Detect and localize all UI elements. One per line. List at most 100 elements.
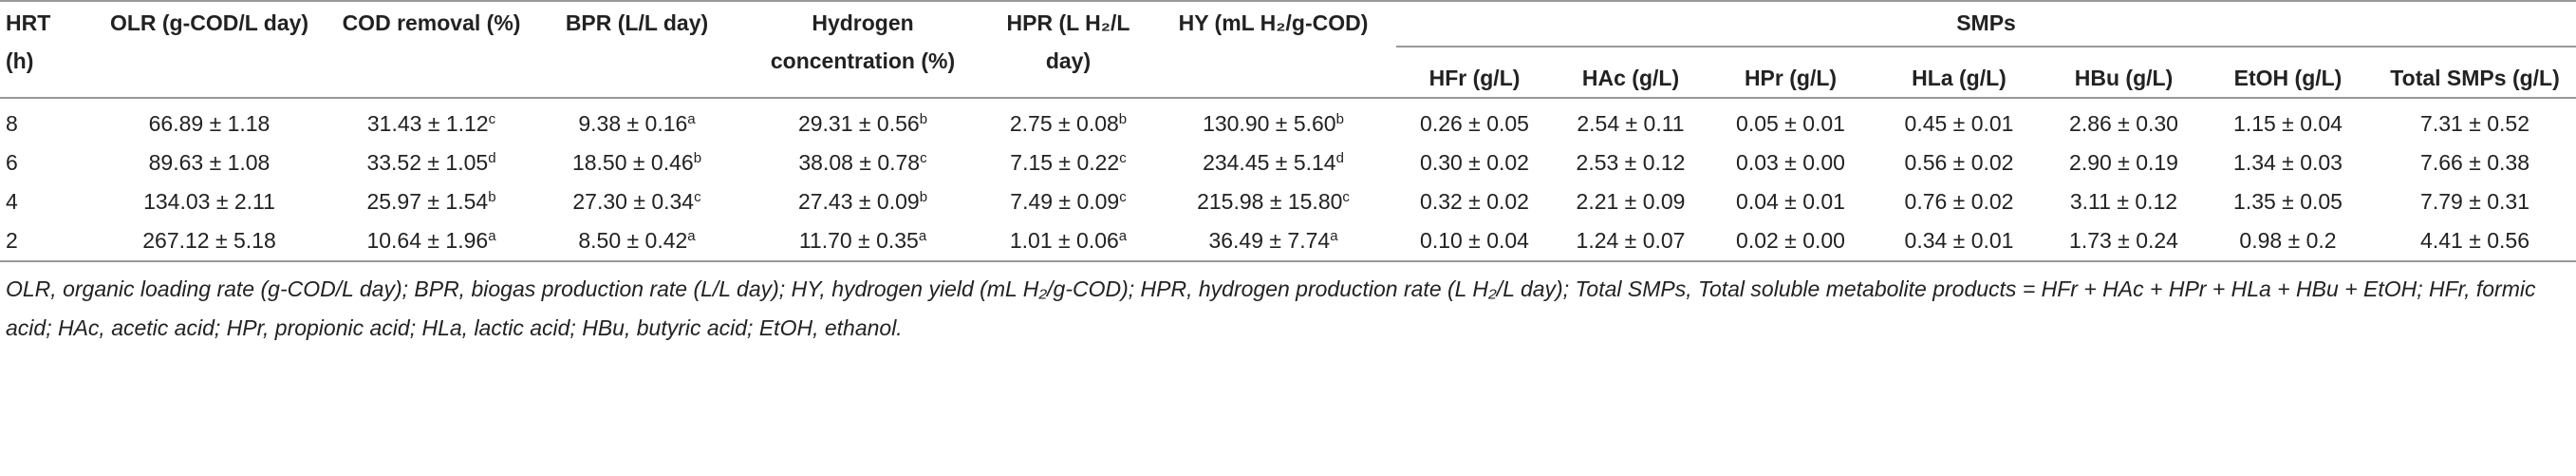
cell-text: 0.02 ± 0.00	[1736, 228, 1845, 253]
column-header: EtOH (g/L)	[2202, 47, 2374, 99]
table-cell: 1.35 ± 0.05	[2202, 182, 2374, 221]
table-cell: 8.50 ± 0.42a	[534, 221, 739, 262]
data-table: HRT (h) OLR (g-COD/L day) COD removal (%) B…	[0, 0, 2576, 262]
table-cell: 0.02 ± 0.00	[1708, 221, 1873, 262]
cell-text: 130.90 ± 5.60	[1203, 111, 1336, 136]
cell-text: 8.50 ± 0.42	[578, 228, 688, 253]
cell-text: 8	[6, 111, 18, 136]
cell-text: 0.32 ± 0.02	[1420, 189, 1529, 214]
header-text: COD removal (%)	[342, 10, 521, 35]
cell-text: 0.76 ± 0.02	[1904, 189, 2014, 214]
table-body: 8 66.89 ± 1.18 31.43 ± 1.12c 9.38 ± 0.16a 29…	[0, 98, 2576, 262]
cell-text: 29.31 ± 0.56	[797, 111, 920, 136]
table-cell: 1.01 ± 0.06a	[986, 221, 1150, 262]
cell-text: 89.63 ± 1.08	[148, 150, 271, 175]
cell-text: 2.75 ± 0.08	[1009, 111, 1119, 136]
cell-text: 0.98 ± 0.2	[2239, 228, 2337, 253]
table-cell: 0.05 ± 0.01	[1708, 98, 1873, 143]
table-cell: 11.70 ± 0.35a	[739, 221, 986, 262]
cell-text: 18.50 ± 0.46	[571, 150, 694, 175]
superscript: b	[488, 189, 496, 205]
table-cell: 1.73 ± 0.24	[2045, 221, 2202, 262]
table-cell: 0.26 ± 0.05	[1396, 98, 1553, 143]
cell-text: 2.21 ± 0.09	[1576, 189, 1686, 214]
header-text: HPR (L H₂/L day)	[1006, 10, 1130, 73]
cell-text: 134.03 ± 2.11	[143, 189, 275, 214]
table-cell: 134.03 ± 2.11	[90, 182, 328, 221]
header-text: HBu (g/L)	[2074, 66, 2174, 90]
cell-text: 3.11 ± 0.12	[2069, 189, 2178, 214]
header-row: HRT (h) OLR (g-COD/L day) COD removal (%) B…	[0, 0, 2576, 99]
table-cell: 215.98 ± 15.80c	[1150, 182, 1396, 221]
superscript: a	[918, 228, 927, 244]
header-text: Total SMPs (g/L)	[2390, 66, 2560, 90]
column-header: BPR (L/L day)	[534, 0, 739, 99]
superscript: b	[919, 189, 928, 205]
superscript: c	[694, 189, 701, 205]
table-cell: 36.49 ± 7.74a	[1150, 221, 1396, 262]
column-header: COD removal (%)	[328, 0, 534, 99]
column-header: OLR (g-COD/L day)	[90, 0, 328, 99]
cell-text: 0.26 ± 0.05	[1420, 111, 1529, 136]
superscript: a	[687, 228, 696, 244]
table-cell: 7.49 ± 0.09c	[986, 182, 1150, 221]
header-text: HY (mL H₂/g-COD)	[1178, 10, 1369, 35]
superscript: b	[1335, 111, 1344, 127]
table-cell: 1.15 ± 0.04	[2202, 98, 2374, 143]
superscript: b	[919, 111, 928, 127]
table-cell: 27.43 ± 0.09b	[739, 182, 986, 221]
column-header: HRT (h)	[0, 0, 90, 99]
table-cell: 10.64 ± 1.96a	[328, 221, 534, 262]
table-cell: 2.21 ± 0.09	[1553, 182, 1708, 221]
table-cell: 0.45 ± 0.01	[1873, 98, 2045, 143]
cell-text: 66.89 ± 1.18	[148, 111, 271, 136]
table-cell: 234.45 ± 5.14d	[1150, 143, 1396, 182]
cell-text: 10.64 ± 1.96	[366, 228, 489, 253]
cell-text: 267.12 ± 5.18	[142, 228, 276, 253]
table-cell: 1.34 ± 0.03	[2202, 143, 2374, 182]
superscript: a	[1330, 228, 1338, 244]
superscript: c	[488, 111, 496, 127]
table-cell: 33.52 ± 1.05d	[328, 143, 534, 182]
superscript: c	[1342, 189, 1350, 205]
table-cell: 27.30 ± 0.34c	[534, 182, 739, 221]
superscript: d	[488, 150, 496, 166]
cell-text: 234.45 ± 5.14	[1203, 150, 1336, 175]
cell-text: 1.73 ± 0.24	[2069, 228, 2178, 253]
table-cell: 9.38 ± 0.16a	[534, 98, 739, 143]
cell-text: 0.34 ± 0.01	[1904, 228, 2014, 253]
column-header: HAc (g/L)	[1553, 47, 1708, 99]
table-cell: 0.30 ± 0.02	[1396, 143, 1553, 182]
table-cell: 2.86 ± 0.30	[2045, 98, 2202, 143]
cell-text: 4	[6, 189, 18, 214]
table-cell: 0.32 ± 0.02	[1396, 182, 1553, 221]
cell-text: 33.52 ± 1.05	[366, 150, 489, 175]
column-header: HBu (g/L)	[2045, 47, 2202, 99]
table-row: 4 134.03 ± 2.11 25.97 ± 1.54b 27.30 ± 0.34c…	[0, 182, 2576, 221]
cell-text: 7.79 ± 0.31	[2420, 189, 2529, 214]
table-cell: 1.24 ± 0.07	[1553, 221, 1708, 262]
table-cell: 130.90 ± 5.60b	[1150, 98, 1396, 143]
column-header: HPr (g/L)	[1708, 47, 1873, 99]
superscript: c	[1119, 189, 1127, 205]
table-cell: 0.10 ± 0.04	[1396, 221, 1553, 262]
header-text: HAc (g/L)	[1581, 66, 1680, 90]
table-row: 8 66.89 ± 1.18 31.43 ± 1.12c 9.38 ± 0.16a 29…	[0, 98, 2576, 143]
table-cell: 18.50 ± 0.46b	[534, 143, 739, 182]
header-text: HPr (g/L)	[1744, 66, 1838, 90]
cell-text: 38.08 ± 0.78	[798, 150, 921, 175]
table-cell: 38.08 ± 0.78c	[739, 143, 986, 182]
cell-text: 9.38 ± 0.16	[578, 111, 688, 136]
column-header: HFr (g/L)	[1396, 47, 1553, 99]
superscript: a	[1118, 228, 1128, 244]
superscript: c	[1119, 150, 1127, 166]
table-cell: 6	[0, 143, 90, 182]
header-text: HRT (h)	[6, 10, 51, 73]
table-cell: 31.43 ± 1.12c	[328, 98, 534, 143]
cell-text: 11.70 ± 0.35	[798, 228, 919, 253]
cell-text: 0.05 ± 0.01	[1736, 111, 1845, 136]
table-cell: 0.56 ± 0.02	[1873, 143, 2045, 182]
cell-text: 1.35 ± 0.05	[2233, 189, 2343, 214]
table-cell: 0.03 ± 0.00	[1708, 143, 1873, 182]
